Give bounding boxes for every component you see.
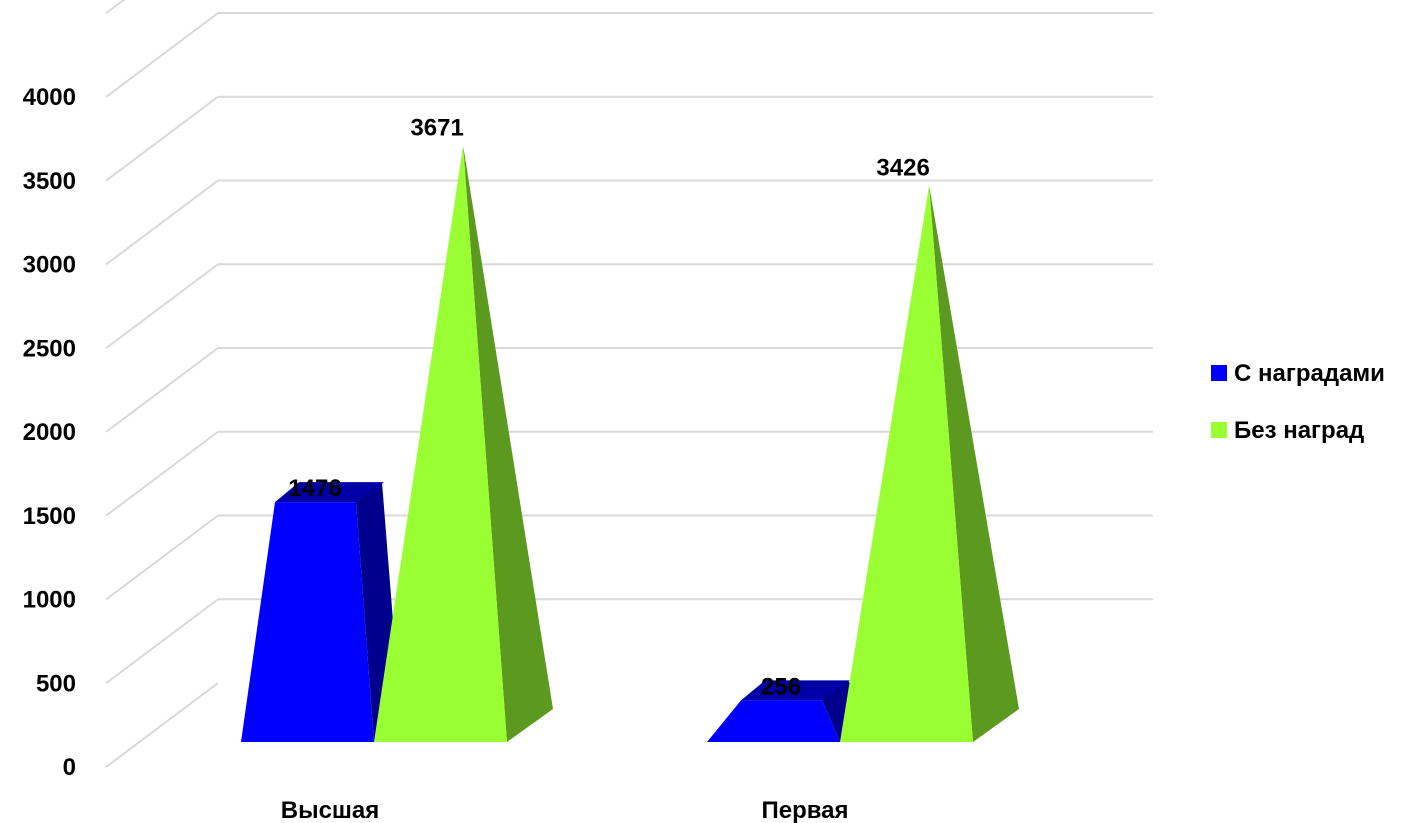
y-tick-label: 3500 xyxy=(23,168,76,195)
legend-swatch xyxy=(1211,365,1227,381)
legend: С наградами Без наград xyxy=(1211,360,1385,444)
legend-swatch xyxy=(1211,422,1227,438)
y-tick-label: 1500 xyxy=(23,503,76,530)
chart-marks: 1476 3671 256 3426 xyxy=(241,115,1019,743)
data-label: 3671 xyxy=(410,115,463,142)
bar-top xyxy=(741,680,850,701)
gridline-depth xyxy=(105,430,219,517)
bar xyxy=(241,502,374,742)
pyramid xyxy=(374,145,507,743)
bar-top xyxy=(275,482,384,503)
y-tick-label: 2000 xyxy=(23,419,76,446)
gridline-depth xyxy=(105,598,219,685)
y-axis-ticks: 0 500 1000 1500 2000 2500 3000 3500 4000 xyxy=(23,84,76,781)
legend-label: С наградами xyxy=(1234,360,1385,387)
x-axis-categories: Высшая Первая xyxy=(281,797,849,823)
chart-grid xyxy=(105,0,1153,768)
pyramid-side xyxy=(463,145,553,743)
x-category-label: Высшая xyxy=(281,797,380,823)
y-tick-label: 2500 xyxy=(23,335,76,362)
bar xyxy=(707,700,840,742)
gridline-depth xyxy=(105,95,219,182)
gridline-depth xyxy=(105,682,219,768)
gridline-depth xyxy=(105,263,219,350)
legend-label: Без наград xyxy=(1234,417,1364,444)
data-label: 3426 xyxy=(876,154,929,181)
y-tick-label: 4000 xyxy=(23,84,76,111)
gridline-depth xyxy=(105,12,219,98)
data-label: 1476 xyxy=(288,475,341,502)
gridline-depth xyxy=(105,514,219,601)
gridline-depth xyxy=(105,0,126,15)
y-tick-label: 0 xyxy=(63,754,76,781)
data-label: 256 xyxy=(761,673,801,700)
gridline-depth xyxy=(105,179,219,266)
pyramid-side xyxy=(929,185,1019,742)
x-category-label: Первая xyxy=(761,797,848,823)
pyramid xyxy=(840,185,973,742)
gridline-depth xyxy=(105,347,219,433)
y-tick-label: 1000 xyxy=(23,587,76,614)
y-tick-label: 3000 xyxy=(23,252,76,279)
y-tick-label: 500 xyxy=(36,670,76,697)
